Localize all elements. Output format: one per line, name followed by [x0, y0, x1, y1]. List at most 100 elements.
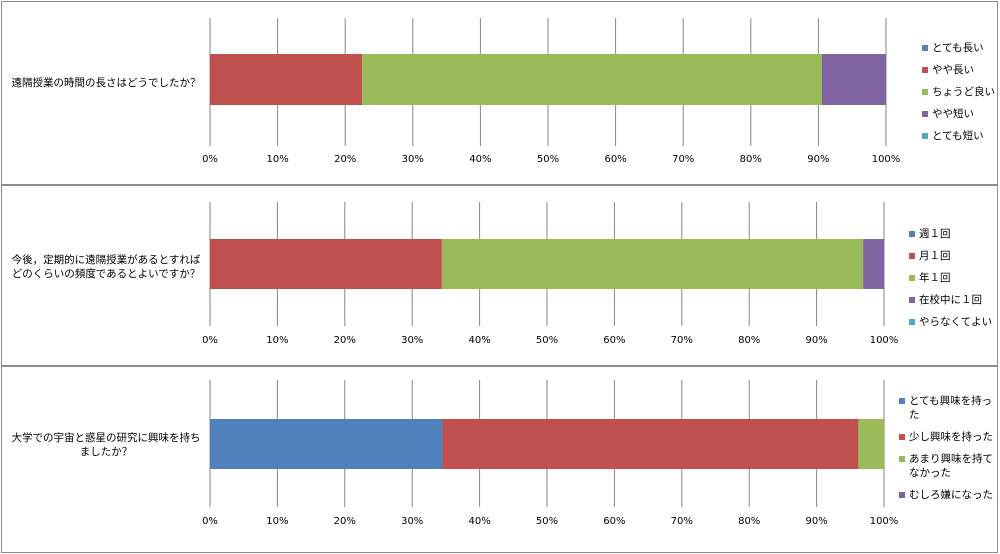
legend-item: 年１回 — [909, 271, 997, 285]
legend-swatch — [909, 297, 915, 303]
x-tick-label: 70% — [671, 335, 693, 346]
x-tick-label: 50% — [536, 516, 558, 527]
legend-swatch — [909, 275, 915, 281]
legend-swatch — [922, 133, 928, 139]
legend-label: やや短い — [932, 108, 974, 120]
question-1-line-1: 遠隔授業の時間の長さはどうでしたか？ — [11, 77, 201, 89]
x-tick-label: 40% — [468, 335, 490, 346]
legend-2: 週１回月１回年１回在校中に１回 やらなくてよい — [909, 227, 997, 329]
legend-item: やらなくてよい — [909, 315, 997, 329]
bar-segment-4 — [863, 239, 884, 289]
question-2-line-2: どのくらいの頻度であるとよいですか？ — [11, 268, 201, 280]
legend-item: とても長い — [922, 41, 996, 55]
legend-item: むしろ嫌になった — [899, 488, 997, 502]
legend-label: 少し興味を持った — [909, 431, 993, 443]
x-tick-label: 60% — [603, 516, 625, 527]
question-3: 大学での宇宙と惑星の研究に興味を持ち ましたか？ — [6, 431, 206, 459]
question-2: 今後，定期的に遠隔授業があるとすれば どのくらいの頻度であるとよいですか？ — [6, 253, 206, 281]
legend-swatch — [922, 67, 928, 73]
x-tick-label: 60% — [603, 335, 625, 346]
legend-1: とても長いやや長いちょうど良い やや短いとても短い — [922, 41, 996, 143]
x-tick-label: 90% — [805, 516, 827, 527]
x-tick-label: 40% — [469, 154, 491, 165]
x-tick-label: 20% — [334, 154, 356, 165]
x-tick-label: 80% — [738, 516, 760, 527]
x-tick-label: 100% — [870, 335, 899, 346]
legend-item: 少し興味を持った — [899, 430, 997, 444]
x-tick-label: 90% — [807, 154, 829, 165]
legend-swatch — [909, 231, 915, 237]
x-tick-label: 0% — [202, 516, 218, 527]
legend-label: とても長い — [932, 42, 984, 54]
x-tick-label: 100% — [870, 516, 899, 527]
question-3-line-1: 大学での宇宙と惑星の研究に興味を持ち — [11, 432, 201, 444]
chart-1-svg: 0% 10% 20% 30% 40% 50% 60% 70% 80% 90% 100% — [202, 18, 901, 165]
legend-swatch — [922, 89, 928, 95]
bar-segment-2 — [210, 239, 442, 289]
legend-label: やや長い — [932, 64, 974, 76]
legend-label: 在校中に１回 — [919, 294, 982, 306]
legend-swatch — [899, 456, 905, 462]
x-tick-label: 80% — [740, 154, 762, 165]
question-1: 遠隔授業の時間の長さはどうでしたか？ — [6, 76, 206, 90]
legend-item: やや短い — [922, 107, 996, 121]
legend-swatch — [899, 398, 905, 404]
x-tick-label: 10% — [266, 335, 288, 346]
x-tick-label: 50% — [537, 154, 559, 165]
legend-swatch — [909, 253, 915, 259]
legend-item: 週１回 — [909, 227, 997, 241]
legend-item: 在校中に１回 — [909, 293, 997, 307]
x-tick-label: 10% — [266, 154, 288, 165]
x-tick-label: 30% — [402, 154, 424, 165]
chart-panel-1: 0% 10% 20% 30% 40% 50% 60% 70% 80% 90% 100% 遠隔授業の時… — [1, 1, 998, 185]
x-tick-label: 0% — [202, 154, 218, 165]
bar-segment-3 — [441, 239, 864, 289]
x-tick-label: 60% — [604, 154, 626, 165]
x-tick-label: 20% — [334, 335, 356, 346]
x-tick-label: 0% — [202, 335, 218, 346]
legend-label: あまり興味を持て なかった — [909, 453, 993, 479]
legend-label: とても興味を持った — [909, 395, 993, 421]
legend-item: 月１回 — [909, 249, 997, 263]
legend-item: あまり興味を持て なかった — [899, 452, 997, 480]
x-tick-label: 30% — [401, 516, 423, 527]
x-tick-label: 50% — [536, 335, 558, 346]
x-tick-label: 80% — [738, 335, 760, 346]
legend-label: 週１回 — [919, 228, 951, 240]
legend-swatch — [922, 45, 928, 51]
legend-item: ちょうど良い — [922, 85, 996, 99]
chart-panel-3: 0% 10% 20% 30% 40% 50% 60% 70% 80% 90% 100% 大学での宇宙… — [1, 366, 998, 553]
x-tick-label: 70% — [671, 516, 693, 527]
legend-label: やらなくてよい — [919, 316, 993, 328]
bar-segment-3 — [362, 54, 822, 105]
bar-segment-2 — [442, 419, 859, 469]
legend-label: むしろ嫌になった — [909, 489, 993, 501]
legend-swatch — [899, 492, 905, 498]
question-2-line-1: 今後，定期的に遠隔授業があるとすれば — [11, 254, 201, 266]
legend-label: とても短い — [932, 130, 984, 142]
legend-item: やや長い — [922, 63, 996, 77]
x-tick-label: 30% — [401, 335, 423, 346]
chart-3-svg: 0% 10% 20% 30% 40% 50% 60% 70% 80% 90% 100% — [202, 380, 899, 527]
legend-item: とても短い — [922, 129, 996, 143]
legend-swatch — [899, 434, 905, 440]
legend-swatch — [909, 319, 915, 325]
legend-3: とても興味を持った少し興味を持ったあまり興味を持て なかったむしろ嫌になった — [899, 394, 997, 502]
legend-item: とても興味を持った — [899, 394, 997, 422]
bar-segment-3 — [858, 419, 884, 469]
x-tick-label: 100% — [872, 154, 901, 165]
legend-swatch — [922, 111, 928, 117]
bar-segment-1 — [210, 419, 443, 469]
x-tick-label: 70% — [672, 154, 694, 165]
legend-label: 年１回 — [919, 272, 951, 284]
chart-panel-2: 0% 10% 20% 30% 40% 50% 60% 70% 80% 90% 100% 今後，定期的… — [1, 185, 998, 366]
legend-label: ちょうど良い — [932, 86, 995, 98]
chart-2-svg: 0% 10% 20% 30% 40% 50% 60% 70% 80% 90% 100% — [202, 202, 899, 346]
x-tick-label: 20% — [334, 516, 356, 527]
bar-segment-4 — [821, 54, 886, 105]
x-tick-label: 10% — [266, 516, 288, 527]
legend-label: 月１回 — [919, 250, 951, 262]
bar-segment-2 — [210, 54, 363, 105]
question-3-line-2: ましたか？ — [79, 446, 133, 458]
x-tick-label: 90% — [805, 335, 827, 346]
